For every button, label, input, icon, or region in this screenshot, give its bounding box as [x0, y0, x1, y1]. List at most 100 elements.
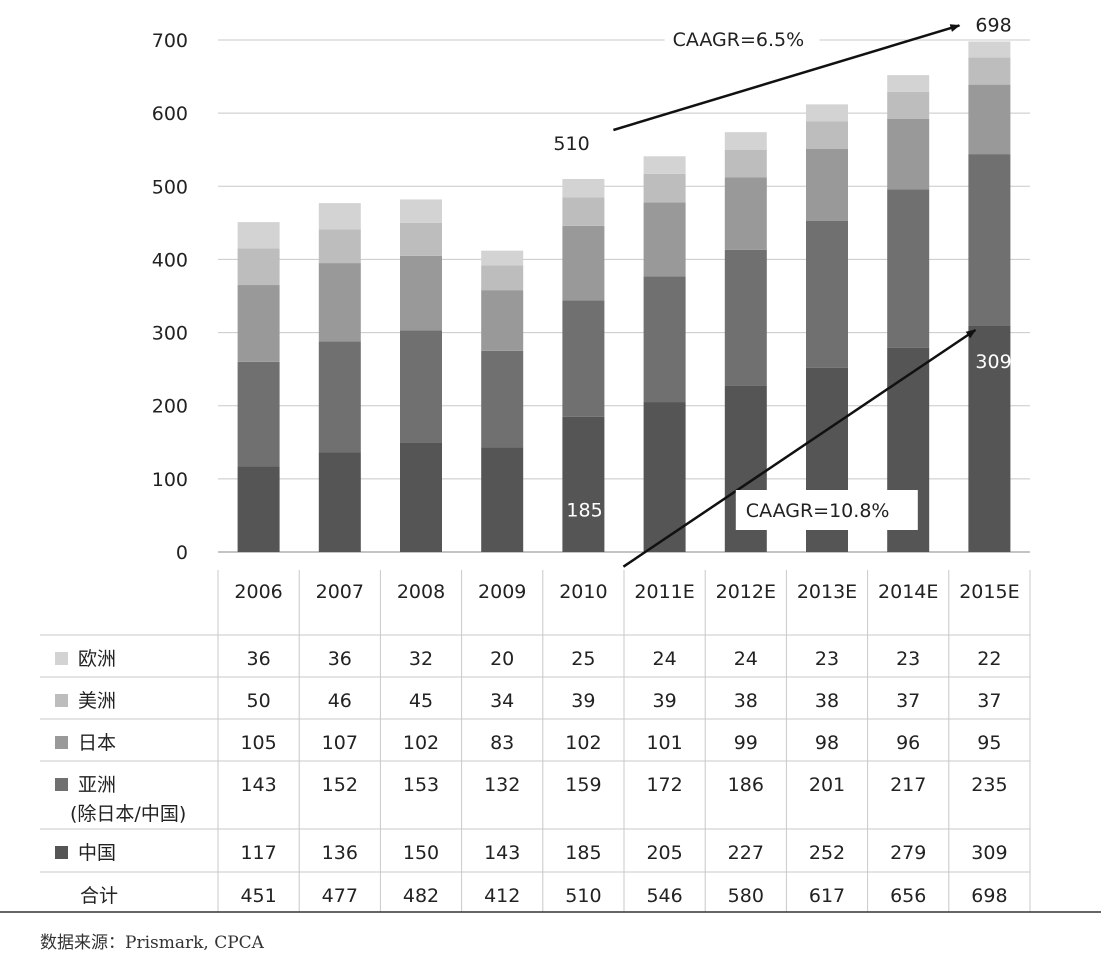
total-value: 617: [809, 885, 845, 907]
table-value: 95: [977, 732, 1001, 754]
total-value: 477: [322, 885, 358, 907]
table-value: 309: [971, 842, 1007, 864]
bar-segment: [237, 248, 280, 286]
total-value: 580: [728, 885, 764, 907]
table-value: 24: [653, 648, 677, 670]
bar-segment: [806, 220, 848, 368]
bar-segment: [562, 178, 605, 198]
table-value: 99: [734, 732, 758, 754]
table-value: 22: [977, 648, 1001, 670]
bar-segment: [968, 154, 1011, 326]
bar-segment: [318, 341, 361, 453]
table-value: 20: [490, 648, 514, 670]
table-value: 25: [571, 648, 595, 670]
bars: [237, 41, 1011, 552]
bar-segment: [887, 75, 930, 92]
bar-segment: [481, 350, 524, 448]
table-value: 107: [322, 732, 358, 754]
china-growth-bg: [735, 490, 918, 530]
x-tick-label: 2009: [478, 581, 526, 603]
bar-segment: [806, 148, 848, 221]
table-value: 235: [971, 774, 1007, 796]
total-value: 451: [240, 885, 276, 907]
table-value: 252: [809, 842, 845, 864]
legend-label: 中国: [78, 842, 116, 864]
legend-label: 亚洲: [78, 774, 116, 796]
bar-segment: [237, 361, 280, 467]
bar-segment: [724, 249, 767, 386]
bar-segment: [724, 132, 767, 150]
bar-segment: [318, 452, 361, 552]
data-table: 2006 2007 2008 2009 2010 2011E 2012E 2013E 2014E…: [40, 570, 1031, 912]
legend-swatch: [55, 778, 68, 791]
table-value: 34: [490, 690, 514, 712]
y-tick-label: 700: [152, 30, 188, 52]
y-tick-label: 200: [152, 396, 188, 418]
x-tick-label: 2006: [234, 581, 282, 603]
x-tick-label: 2011E: [634, 581, 694, 603]
table-value: 36: [247, 648, 271, 670]
legend-swatch: [55, 652, 68, 665]
bar-segment: [318, 263, 361, 342]
y-tick-label: 0: [176, 542, 188, 564]
x-tick-label: 2010: [559, 581, 607, 603]
china-growth-arrow: [622, 328, 977, 568]
total-value: 656: [890, 885, 926, 907]
bar-segment: [806, 121, 848, 149]
table-value: 39: [653, 690, 677, 712]
bar-segment: [887, 91, 930, 119]
total-growth-arrow: [613, 24, 961, 132]
bar-segment: [643, 156, 686, 174]
table-value: 143: [484, 842, 520, 864]
bar-segment: [481, 250, 524, 266]
bar-segment: [806, 104, 848, 122]
table-value: 186: [728, 774, 764, 796]
y-tick-label: 300: [152, 323, 188, 345]
total-value: 412: [484, 885, 520, 907]
table-value: 24: [734, 648, 758, 670]
table-value: 172: [646, 774, 682, 796]
bar-segment: [968, 325, 1011, 552]
legend-swatch: [55, 846, 68, 859]
table-value: 102: [565, 732, 601, 754]
table-value: 217: [890, 774, 926, 796]
bar-segment: [237, 222, 280, 249]
bar-segment: [237, 285, 280, 362]
x-tick-label: 2014E: [878, 581, 938, 603]
y-axis-ticks: 0 100 200 300 400 500 600 700: [152, 30, 188, 564]
total-end-label: 698: [975, 14, 1011, 36]
x-tick-label: 2008: [397, 581, 445, 603]
table-value: 201: [809, 774, 845, 796]
bar-segment: [400, 222, 442, 256]
bar-segment: [562, 416, 605, 552]
total-value: 698: [971, 885, 1007, 907]
table-value: 159: [565, 774, 601, 796]
annotations: 510 698 CAAGR=6.5% 185 309 CAAGR=10.8%: [0, 14, 1101, 913]
table-value: 96: [896, 732, 920, 754]
total-value: 546: [646, 885, 682, 907]
legend-swatch: [55, 736, 68, 749]
china-end-label: 309: [975, 351, 1011, 373]
table-value: 102: [403, 732, 439, 754]
bar-segment: [968, 57, 1011, 85]
total-start-label: 510: [553, 133, 589, 155]
bar-segment: [968, 84, 1011, 155]
table-value: 23: [815, 648, 839, 670]
y-tick-label: 500: [152, 176, 188, 198]
table-value: 152: [322, 774, 358, 796]
table-value: 23: [896, 648, 920, 670]
x-tick-label: 2013E: [797, 581, 857, 603]
bar-segment: [643, 173, 686, 203]
total-growth-label: CAAGR=6.5%: [673, 29, 805, 51]
table-value: 143: [240, 774, 276, 796]
x-tick-label: 2015E: [959, 581, 1019, 603]
bar-segment: [887, 189, 930, 348]
table-value: 185: [565, 842, 601, 864]
table-value: 38: [734, 690, 758, 712]
table-value: 105: [240, 732, 276, 754]
table-value: 39: [571, 690, 595, 712]
bar-segment: [562, 197, 605, 226]
table-value: 132: [484, 774, 520, 796]
bar-segment: [562, 225, 605, 301]
